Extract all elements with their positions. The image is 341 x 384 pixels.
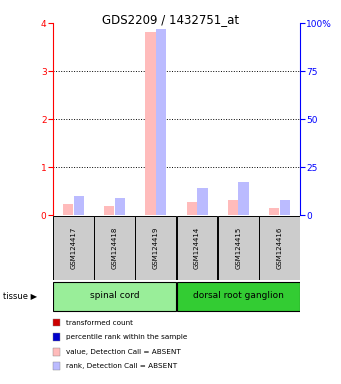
Text: GSM124419: GSM124419	[153, 227, 159, 269]
Bar	[228, 200, 238, 215]
Bar	[53, 216, 94, 280]
Bar	[156, 29, 166, 215]
Bar	[259, 216, 300, 280]
Text: value, Detection Call = ABSENT: value, Detection Call = ABSENT	[66, 349, 181, 355]
Bar	[135, 216, 176, 280]
Text: rank, Detection Call = ABSENT: rank, Detection Call = ABSENT	[66, 363, 178, 369]
Text: GSM124415: GSM124415	[235, 227, 241, 269]
Text: GSM124416: GSM124416	[277, 227, 282, 269]
Text: GSM124414: GSM124414	[194, 227, 200, 269]
Text: transformed count: transformed count	[66, 319, 133, 326]
Text: percentile rank within the sample: percentile rank within the sample	[66, 334, 188, 340]
Bar	[218, 216, 259, 280]
Bar	[94, 216, 135, 280]
Bar	[177, 216, 218, 280]
Bar	[197, 188, 208, 215]
Bar	[145, 32, 155, 215]
Bar	[53, 282, 176, 311]
Text: GDS2209 / 1432751_at: GDS2209 / 1432751_at	[102, 13, 239, 26]
Text: GSM124418: GSM124418	[112, 227, 118, 269]
Bar	[280, 200, 290, 215]
Bar	[104, 207, 115, 215]
Bar	[74, 196, 84, 215]
Bar	[238, 182, 249, 215]
Text: dorsal root ganglion: dorsal root ganglion	[193, 291, 284, 301]
Bar	[115, 198, 125, 215]
Text: spinal cord: spinal cord	[90, 291, 139, 301]
Text: GSM124417: GSM124417	[71, 227, 76, 269]
Bar	[63, 204, 73, 215]
Text: tissue ▶: tissue ▶	[3, 291, 38, 301]
Bar	[177, 282, 300, 311]
Bar	[187, 202, 197, 215]
Bar	[269, 208, 279, 215]
